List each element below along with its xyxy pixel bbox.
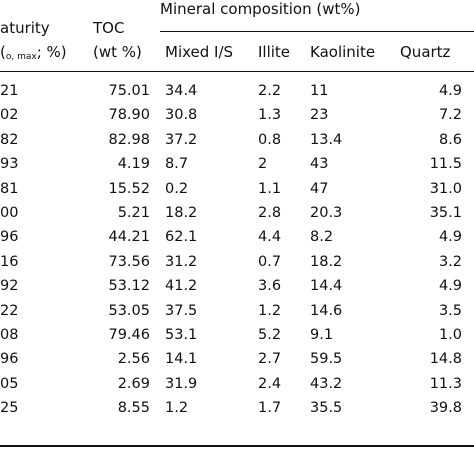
cell-toc: 79.46 <box>108 327 150 343</box>
cell-mixed: 30.8 <box>165 107 198 124</box>
table-bottom-rule <box>0 445 474 447</box>
cell-maturity: 93 <box>0 156 19 173</box>
cell-toc: 75.01 <box>108 83 150 99</box>
header-bottom-rule <box>0 71 474 72</box>
cell-quartz: 11.5 <box>429 156 462 173</box>
cell-toc: 4.19 <box>117 156 150 173</box>
cell-quartz: 35.1 <box>429 205 462 221</box>
cell-mixed: 0.2 <box>165 180 189 197</box>
cell-quartz: 11.3 <box>429 375 462 392</box>
cell-maturity: 21 <box>0 83 19 99</box>
cell-quartz: 4.9 <box>438 278 462 295</box>
cell-illite: 5.2 <box>258 327 282 343</box>
cell-kaolinite: 20.3 <box>310 205 343 221</box>
cell-kaolinite: 13.4 <box>310 131 343 148</box>
cell-mixed: 53.1 <box>165 327 198 343</box>
cell-quartz: 31.0 <box>429 180 462 197</box>
cell-illite: 0.7 <box>258 253 282 270</box>
maturity-subscript: o, max <box>5 52 37 62</box>
cell-mixed: 41.2 <box>165 278 198 295</box>
cell-kaolinite: 47 <box>310 180 329 197</box>
cell-toc: 2.56 <box>117 351 150 368</box>
cell-maturity: 25 <box>0 400 19 417</box>
cell-illite: 2.7 <box>258 351 282 368</box>
cell-mixed: 31.2 <box>165 253 198 270</box>
cell-maturity: 02 <box>0 107 19 124</box>
toc-header-line2: (wt %) <box>93 43 142 61</box>
cell-illite: 1.3 <box>258 107 282 124</box>
cell-quartz: 4.9 <box>438 229 462 246</box>
cell-kaolinite: 11 <box>310 83 329 99</box>
cell-quartz: 39.8 <box>429 400 462 417</box>
cell-quartz: 3.2 <box>438 253 462 270</box>
cell-illite: 2.8 <box>258 205 282 221</box>
cell-quartz: 14.8 <box>429 351 462 368</box>
mineral-composition-heading: Mineral composition (wt%) <box>160 0 361 18</box>
cell-illite: 3.6 <box>258 278 282 295</box>
cell-kaolinite: 14.6 <box>310 302 343 319</box>
cell-mixed: 62.1 <box>165 229 198 246</box>
cell-quartz: 4.9 <box>438 83 462 99</box>
cell-mixed: 34.4 <box>165 83 198 99</box>
cell-toc: 44.21 <box>108 229 150 246</box>
cell-kaolinite: 59.5 <box>310 351 343 368</box>
cell-toc: 5.21 <box>117 205 150 221</box>
cell-maturity: 96 <box>0 229 19 246</box>
toc-header-line1: TOC <box>93 19 125 37</box>
cell-illite: 0.8 <box>258 131 282 148</box>
cell-maturity: 08 <box>0 327 19 343</box>
cell-toc: 15.52 <box>108 180 150 197</box>
cell-kaolinite: 14.4 <box>310 278 343 295</box>
cell-quartz: 8.6 <box>438 131 462 148</box>
cell-maturity: 05 <box>0 375 19 392</box>
cell-illite: 1.2 <box>258 302 282 319</box>
cell-illite: 4.4 <box>258 229 282 246</box>
cell-mixed: 8.7 <box>165 156 189 173</box>
cell-mixed: 18.2 <box>165 205 198 221</box>
cell-illite: 1.7 <box>258 400 282 417</box>
cell-toc: 53.05 <box>108 302 150 319</box>
cell-illite: 2.4 <box>258 375 282 392</box>
cell-quartz: 7.2 <box>438 107 462 124</box>
cell-mixed: 14.1 <box>165 351 198 368</box>
cell-kaolinite: 23 <box>310 107 329 124</box>
cell-maturity: 00 <box>0 205 19 221</box>
cell-toc: 82.98 <box>108 131 150 148</box>
cell-kaolinite: 43.2 <box>310 375 343 392</box>
cell-toc: 2.69 <box>117 375 150 392</box>
cell-kaolinite: 18.2 <box>310 253 343 270</box>
cell-maturity: 82 <box>0 131 19 148</box>
cell-maturity: 96 <box>0 351 19 368</box>
col-header-illite: Illite <box>258 43 291 61</box>
maturity-header-line1: aturity <box>0 19 50 37</box>
cell-mixed: 31.9 <box>165 375 198 392</box>
col-header-kaolinite: Kaolinite <box>310 43 376 61</box>
group-underline <box>160 31 474 32</box>
cell-toc: 78.90 <box>108 107 150 124</box>
col-header-mixed: Mixed I/S <box>165 43 234 61</box>
cell-kaolinite: 43 <box>310 156 329 173</box>
cell-illite: 2 <box>258 156 268 173</box>
cell-quartz: 1.0 <box>438 327 462 343</box>
cell-maturity: 81 <box>0 180 19 197</box>
cell-illite: 2.2 <box>258 83 282 99</box>
cell-kaolinite: 8.2 <box>310 229 334 246</box>
maturity-header-line2: (o, max; %) <box>0 43 67 62</box>
cell-maturity: 92 <box>0 278 19 295</box>
cell-toc: 73.56 <box>108 253 150 270</box>
cell-mixed: 1.2 <box>165 400 189 417</box>
cell-mixed: 37.5 <box>165 302 198 319</box>
cell-maturity: 16 <box>0 253 19 270</box>
cell-toc: 8.55 <box>117 400 150 417</box>
cell-maturity: 22 <box>0 302 19 319</box>
col-header-quartz: Quartz <box>400 43 451 61</box>
cell-kaolinite: 35.5 <box>310 400 343 417</box>
cell-mixed: 37.2 <box>165 131 198 148</box>
cell-quartz: 3.5 <box>438 302 462 319</box>
cell-kaolinite: 9.1 <box>310 327 334 343</box>
cell-illite: 1.1 <box>258 180 282 197</box>
cell-toc: 53.12 <box>108 278 150 295</box>
